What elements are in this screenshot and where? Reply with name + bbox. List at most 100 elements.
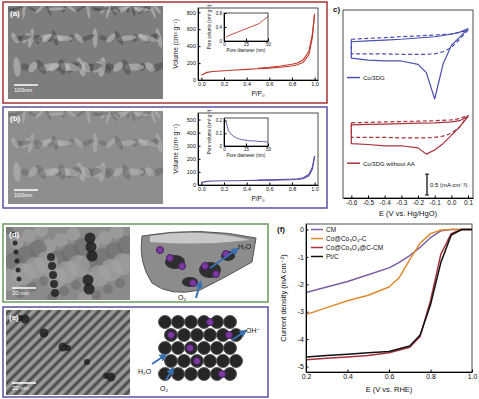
- series-line: [306, 229, 472, 359]
- texture: [113, 6, 121, 13]
- micrograph: [6, 227, 130, 300]
- tick: 200: [187, 60, 201, 66]
- tick-label: 0.2: [216, 118, 223, 123]
- tick: -5: [298, 363, 309, 370]
- tick-label: -0.3: [396, 199, 408, 206]
- tick-label: 600: [187, 26, 196, 32]
- tick-label: 200: [187, 60, 196, 66]
- legend-swatch: [311, 238, 323, 240]
- tick-label: 0.4: [216, 25, 223, 30]
- texture: [105, 167, 115, 177]
- inset-background: [206, 116, 271, 159]
- tick: 0.6: [266, 78, 274, 87]
- schematic-label: OH⁻: [246, 327, 261, 334]
- tick-mark: [472, 370, 473, 373]
- carbon-channel: [211, 342, 224, 355]
- panel-label: (b): [10, 114, 21, 123]
- texture: [138, 33, 159, 44]
- tick-label: 0.4: [243, 81, 251, 87]
- tick: -0.4: [380, 196, 392, 206]
- tick-label: 0.8: [216, 11, 223, 16]
- schematic-label: H₂O: [138, 368, 152, 375]
- tick: 0: [193, 182, 201, 188]
- series-line: [351, 115, 468, 138]
- x-axis: 02550: [223, 39, 271, 48]
- particle: [47, 253, 55, 261]
- tick: -2: [298, 281, 309, 288]
- carbon-channel: [165, 329, 178, 342]
- texture: [6, 310, 75, 395]
- y-axis: -5-4-3-2-10: [298, 225, 309, 373]
- tick-label: 0.4: [343, 373, 353, 380]
- tick: 0.4: [343, 370, 353, 380]
- plot-frame: [198, 113, 318, 185]
- panel-label: (a): [10, 9, 20, 18]
- tick: 0.1: [216, 131, 227, 136]
- tick-label: 0.6: [266, 81, 274, 87]
- tick: -0.1: [430, 196, 442, 206]
- x-axis-title: P/P₀: [251, 90, 264, 97]
- particle: [21, 315, 30, 324]
- particle: [17, 277, 22, 282]
- texture: [59, 286, 69, 296]
- inset-background: [206, 11, 271, 54]
- legend-label: Co/3DG: [363, 75, 385, 81]
- texture: [138, 138, 159, 149]
- pore: [182, 277, 198, 287]
- y-axis-title: Pore volume (cm³ g⁻¹): [207, 4, 212, 49]
- axis-line: [199, 80, 319, 81]
- figure: (a)100nm(b)100nm(d)20 nm(e)20 nmH₂OO₂OH⁻…: [0, 0, 479, 399]
- catalyst-particle: [168, 332, 175, 339]
- carbon-channel: [165, 355, 178, 368]
- x-axis: 0.00.20.40.60.81.0: [198, 183, 319, 192]
- texture: [92, 28, 97, 48]
- tick: -0.2: [413, 196, 425, 206]
- x-axis: 02550: [223, 144, 271, 153]
- tick-mark: [198, 29, 201, 30]
- schematic-label: O₂: [178, 294, 186, 301]
- tick: 0.4: [216, 25, 227, 30]
- tick-label: 0.2: [221, 81, 229, 87]
- arrow: [210, 250, 236, 268]
- catalyst-particle: [157, 247, 164, 254]
- axis-line: [198, 9, 199, 81]
- legend-label: CM: [326, 226, 336, 233]
- tick-mark: [269, 183, 270, 186]
- tick-label: 0.1: [216, 131, 223, 136]
- texture: [103, 284, 113, 294]
- carbon-channel: [172, 368, 185, 381]
- tick: -0.6: [346, 196, 358, 206]
- texture: [120, 310, 130, 395]
- legend-label: Co@Co₃O₄-C: [326, 235, 367, 242]
- tick-mark: [306, 312, 309, 313]
- arrow: [152, 356, 164, 364]
- tick-mark: [198, 120, 201, 121]
- particle: [48, 262, 56, 270]
- tick-mark: [224, 183, 225, 186]
- series-line: [306, 229, 472, 292]
- particle: [51, 289, 59, 297]
- tick-mark: [247, 183, 248, 186]
- y-axis: 00.10.2: [216, 118, 227, 148]
- tick: -0.3: [396, 196, 408, 206]
- catalyst-particle: [187, 345, 194, 352]
- tick-mark: [224, 146, 227, 147]
- legend-label: Co/3DG without AA: [363, 161, 415, 167]
- scale-bar-cap: [425, 195, 429, 196]
- series-line: [306, 229, 472, 356]
- scale-bar: [12, 287, 36, 289]
- tick-mark: [315, 78, 316, 81]
- tick: 25: [244, 144, 250, 153]
- particle: [65, 345, 71, 351]
- schematic-label: O₂: [160, 385, 168, 392]
- tick: 0.0: [198, 183, 206, 192]
- tick: 400: [187, 43, 201, 49]
- tick: 0.4: [243, 78, 251, 87]
- carbon-channel: [198, 342, 211, 355]
- particle: [107, 373, 116, 382]
- tick-mark: [306, 339, 309, 340]
- texture: [93, 7, 109, 12]
- particle: [84, 284, 95, 295]
- catalyst-particle: [226, 332, 233, 339]
- tick: 800: [187, 9, 201, 15]
